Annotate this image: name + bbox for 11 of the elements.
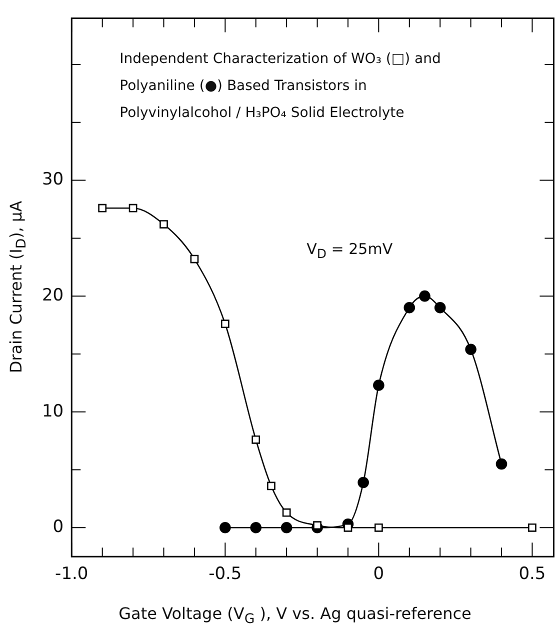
x-tick-label: -1.0: [55, 564, 88, 584]
x-tick-label: 0: [373, 564, 384, 584]
y-tick-label: 20: [42, 286, 64, 306]
x-axis-title: Gate Voltage (V$_{G}$ ), V vs. Ag quasi-reference: [118, 604, 472, 627]
y-tick-label: 10: [42, 401, 64, 422]
y-tick-label: 30: [42, 170, 64, 190]
x-tick-label: -0.5: [208, 564, 242, 584]
text: Independent Characterization of WO₃ (□) and Polyaniline (●) Based Transistors in Polyvinylalcohol / H₃PO₄ Solid Electrolyte: [120, 50, 442, 124]
annotation: V$_{D}$ = 25mV: [306, 240, 393, 262]
x-tick-label: 0.5: [518, 564, 546, 584]
y-tick-label: 0: [52, 517, 64, 538]
